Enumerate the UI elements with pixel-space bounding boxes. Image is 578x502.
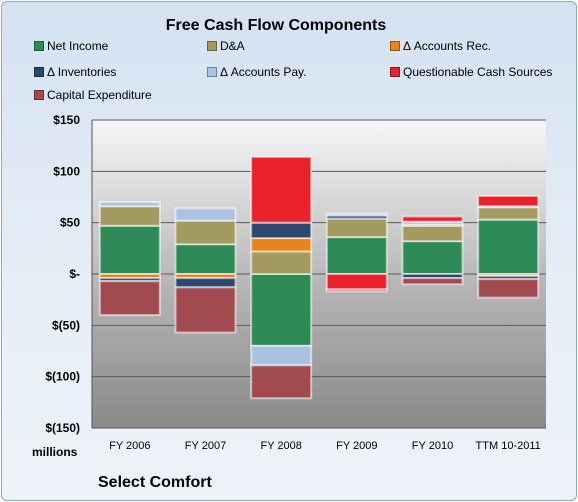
x-tick-label: FY 2009 bbox=[336, 440, 377, 452]
y-tick-label: $150 bbox=[53, 113, 80, 127]
legend-label: Δ Accounts Pay. bbox=[220, 65, 307, 79]
bar-segment bbox=[250, 155, 313, 224]
legend-item: Capital Expenditure bbox=[34, 88, 152, 102]
company-name: Select Comfort bbox=[98, 474, 212, 491]
legend-label: Net Income bbox=[47, 39, 109, 53]
bar-segment bbox=[250, 344, 313, 367]
bar-segment bbox=[325, 236, 388, 275]
bar-segment bbox=[250, 221, 313, 240]
legend-item: Questionable Cash Sources bbox=[390, 65, 552, 79]
legend-swatch bbox=[34, 90, 44, 100]
legend-item: Δ Accounts Pay. bbox=[207, 65, 307, 79]
y-tick-label: $(150) bbox=[45, 421, 80, 435]
bar-segment bbox=[477, 218, 540, 276]
bar-segment bbox=[477, 194, 540, 208]
units-label: millions bbox=[32, 445, 78, 459]
legend-swatch bbox=[207, 41, 217, 51]
legend-item: Net Income bbox=[34, 39, 108, 53]
legend-label: Capital Expenditure bbox=[47, 88, 152, 102]
bar-segment bbox=[477, 206, 540, 221]
bar-segment bbox=[250, 273, 313, 347]
y-tick-label: $(100) bbox=[45, 370, 80, 384]
legend-swatch bbox=[207, 67, 217, 77]
bar-segment bbox=[174, 219, 237, 246]
bar-segment bbox=[325, 288, 388, 293]
bar-segment bbox=[250, 250, 313, 275]
bar-segment bbox=[325, 212, 388, 217]
bar-segment bbox=[250, 364, 313, 400]
x-tick-label: FY 2010 bbox=[412, 440, 453, 452]
legend-label: Questionable Cash Sources bbox=[403, 65, 553, 79]
y-tick-label: $(50) bbox=[52, 318, 80, 332]
bar-segment bbox=[98, 280, 161, 317]
legend-swatch bbox=[390, 41, 400, 51]
bar-segment bbox=[174, 277, 237, 289]
bar-segment bbox=[477, 278, 540, 299]
y-tick-label: $50 bbox=[60, 216, 80, 230]
x-tick-label: FY 2008 bbox=[260, 440, 301, 452]
legend-item: Δ Accounts Rec. bbox=[390, 39, 491, 53]
bar-segment bbox=[401, 224, 464, 243]
x-tick-label: FY 2006 bbox=[109, 440, 150, 452]
legend-label: Δ Accounts Rec. bbox=[403, 39, 492, 53]
legend-item: Δ Inventories bbox=[34, 65, 116, 79]
bar-segment bbox=[401, 277, 464, 286]
bar-segment bbox=[174, 286, 237, 334]
bar-segment bbox=[401, 240, 464, 275]
chart-title: Free Cash Flow Components bbox=[165, 17, 387, 34]
legend-item: D&A bbox=[207, 39, 245, 53]
legend-swatch bbox=[34, 67, 44, 77]
y-tick-label: $100 bbox=[53, 164, 80, 178]
bar-segment bbox=[98, 205, 161, 227]
bar-segment bbox=[174, 243, 237, 276]
bar-segment bbox=[250, 237, 313, 253]
x-tick-label: TTM 10-2011 bbox=[476, 440, 541, 452]
x-tick-label: FY 2007 bbox=[185, 440, 226, 452]
bar-segment bbox=[325, 273, 388, 291]
bar-segment bbox=[401, 215, 464, 223]
legend-swatch bbox=[390, 67, 400, 77]
bar-segment bbox=[98, 224, 161, 276]
bar-segment bbox=[174, 207, 237, 222]
bar-segment bbox=[325, 217, 388, 239]
legend-label: D&A bbox=[220, 39, 245, 53]
legend-label: Δ Inventories bbox=[47, 65, 117, 79]
y-tick-label: $- bbox=[69, 267, 80, 281]
legend-swatch bbox=[34, 41, 44, 51]
bar-segment bbox=[98, 201, 161, 208]
